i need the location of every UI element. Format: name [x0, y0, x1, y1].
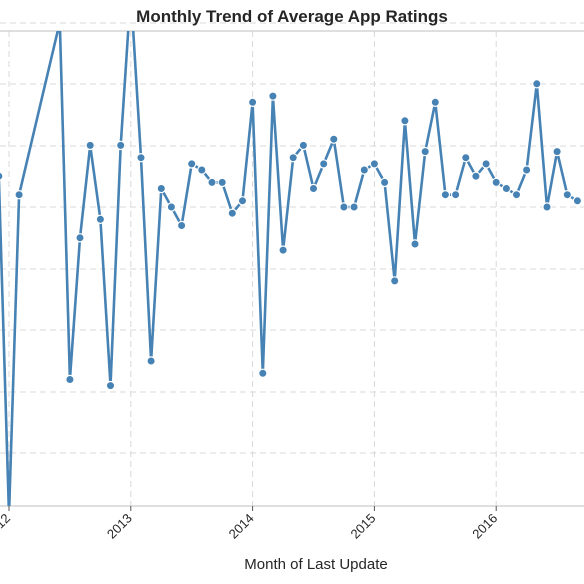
data-point [410, 239, 420, 249]
data-point [85, 140, 95, 151]
grid [0, 22, 584, 506]
data-point [542, 202, 552, 212]
data-point [420, 146, 430, 157]
data-point [176, 220, 187, 231]
x-tick-label: 2015 [347, 511, 378, 542]
data-point [369, 159, 380, 169]
data-point [461, 152, 471, 163]
data-point [501, 183, 512, 194]
data-point [339, 202, 349, 212]
series-layer [0, 31, 583, 506]
data-point [105, 380, 116, 391]
data-point [65, 374, 75, 385]
data-point [572, 196, 583, 206]
x-tick-labels: 2012 2013 2014 2015 2016 [0, 506, 500, 542]
data-point [207, 177, 217, 188]
data-point [247, 97, 258, 108]
data-point [75, 233, 85, 243]
data-point [450, 189, 461, 200]
data-point [0, 171, 4, 181]
data-point [390, 276, 400, 286]
data-point [308, 183, 319, 194]
data-point [237, 196, 248, 206]
data-point [278, 245, 288, 255]
data-point [511, 189, 522, 200]
x-tick-label: 2016 [469, 511, 500, 542]
data-point [115, 140, 126, 151]
chart-title: Monthly Trend of Average App Ratings [136, 7, 448, 26]
data-point [319, 159, 329, 169]
data-point [156, 183, 166, 194]
data-point [298, 140, 309, 151]
axes [0, 30, 584, 507]
data-point [481, 159, 491, 169]
data-point [521, 165, 532, 175]
data-point [268, 91, 278, 101]
series-line [0, 31, 579, 506]
data-point [400, 116, 410, 126]
x-tick-label: 2013 [104, 511, 135, 542]
data-point [430, 97, 440, 108]
data-point [532, 79, 542, 89]
data-point [258, 368, 268, 378]
x-tick-label: 2012 [0, 511, 13, 542]
data-point [552, 146, 562, 157]
data-point [186, 159, 197, 169]
data-point [166, 202, 177, 212]
data-point [146, 356, 156, 366]
data-point [217, 177, 227, 188]
data-point [197, 165, 207, 175]
x-tick-label: 2014 [226, 511, 257, 542]
data-point [14, 189, 24, 200]
data-point [491, 177, 501, 188]
data-point [562, 189, 573, 200]
data-point [329, 134, 339, 144]
data-point [359, 165, 369, 175]
data-point [440, 189, 451, 200]
data-point [227, 208, 237, 218]
x-axis-label: Month of Last Update [244, 556, 388, 573]
data-point [471, 171, 481, 181]
data-point [379, 177, 390, 188]
data-point [349, 202, 359, 212]
data-point [95, 214, 106, 224]
data-point [288, 152, 298, 163]
data-point [136, 152, 146, 163]
